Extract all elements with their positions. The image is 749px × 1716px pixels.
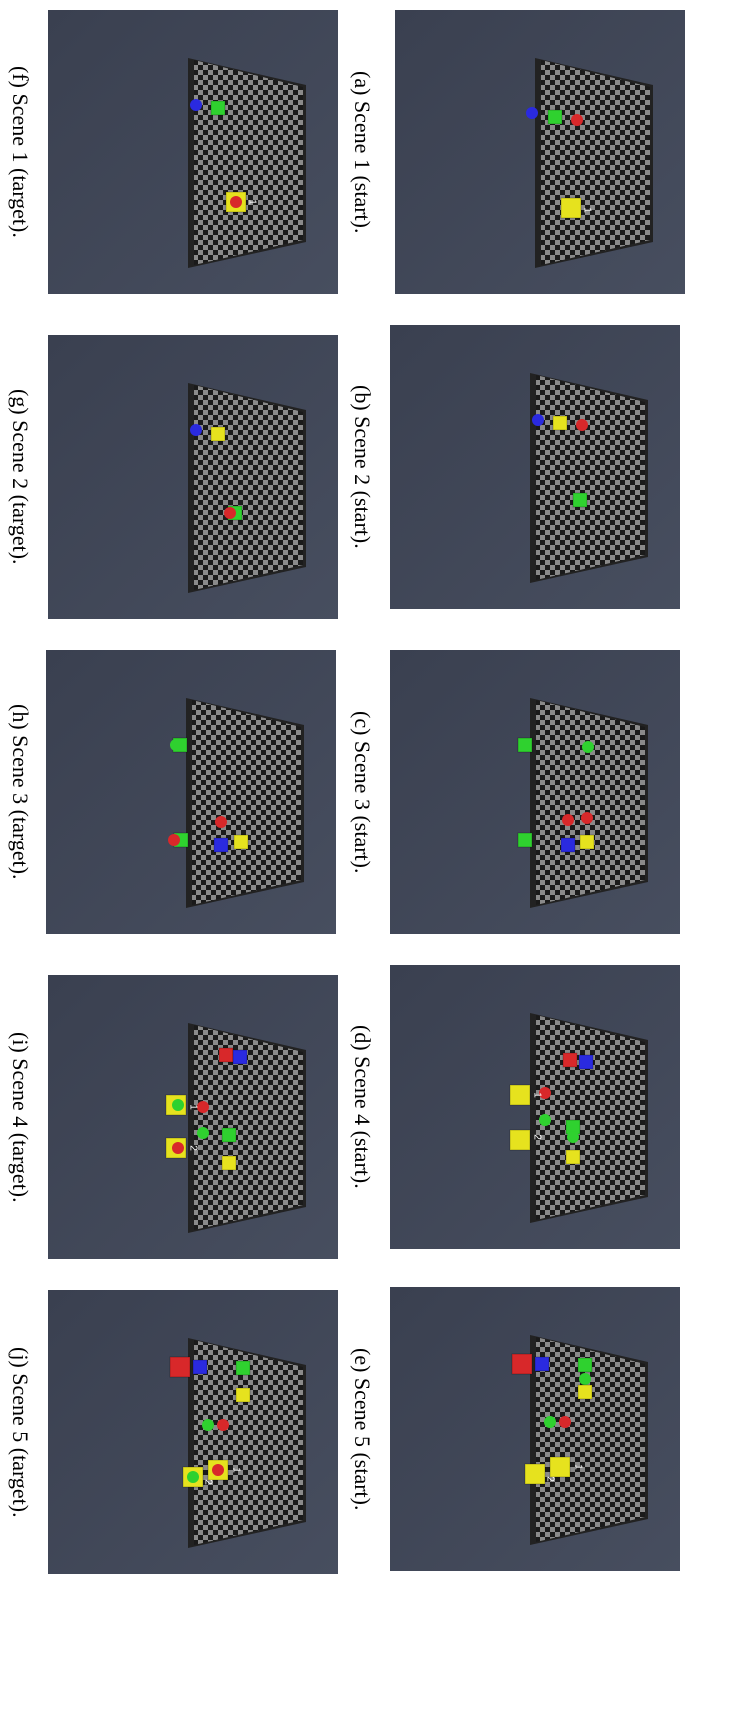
cube xyxy=(548,110,562,124)
cube xyxy=(518,833,532,847)
cube xyxy=(211,101,225,115)
cube xyxy=(170,1357,190,1377)
checkerboard xyxy=(192,700,301,905)
figure-page: 1 (a) Scene 1 (start). (b) Scene 2 (start)… xyxy=(0,0,749,1716)
caption: (g) Scene 2 (target). xyxy=(3,335,37,619)
scene-image: 12 xyxy=(390,1287,680,1571)
cube xyxy=(553,416,567,430)
target-label: 2 xyxy=(187,1145,198,1151)
checkerboard xyxy=(536,700,645,905)
target-label: 1 xyxy=(246,199,257,205)
cube xyxy=(512,1354,532,1374)
checkerboard xyxy=(194,385,303,590)
scene-image xyxy=(390,650,680,934)
scene-image: 1 xyxy=(395,10,685,294)
sphere xyxy=(579,1373,591,1385)
cube xyxy=(525,1464,545,1484)
cube xyxy=(219,1048,233,1062)
sphere xyxy=(217,1419,229,1431)
cube xyxy=(579,1055,593,1069)
cube xyxy=(561,198,581,218)
caption: (a) Scene 1 (start). xyxy=(345,10,379,294)
sphere xyxy=(202,1419,214,1431)
target-label: 1 xyxy=(572,1464,583,1470)
sphere xyxy=(581,812,593,824)
sphere xyxy=(230,196,242,208)
cube xyxy=(578,1358,592,1372)
scene-image xyxy=(390,325,680,609)
cube xyxy=(573,493,587,507)
caption: (h) Scene 3 (target). xyxy=(3,650,37,934)
caption: (c) Scene 3 (start). xyxy=(345,650,379,934)
checkerboard xyxy=(536,1015,645,1220)
sphere xyxy=(197,1127,209,1139)
sphere xyxy=(190,99,202,111)
caption: (f) Scene 1 (target). xyxy=(3,10,37,294)
cube xyxy=(236,1388,250,1402)
cube xyxy=(236,1361,250,1375)
sphere xyxy=(172,1099,184,1111)
cube xyxy=(535,1357,549,1371)
checkerboard xyxy=(541,60,650,265)
cube xyxy=(222,1128,236,1142)
sphere xyxy=(526,107,538,119)
sphere xyxy=(576,419,588,431)
sphere xyxy=(582,741,594,753)
sphere xyxy=(567,1131,579,1143)
caption: (b) Scene 2 (start). xyxy=(345,325,379,609)
scene-image: 12 xyxy=(48,1290,338,1574)
sphere xyxy=(562,814,574,826)
cube xyxy=(566,1150,580,1164)
sphere xyxy=(532,414,544,426)
checkerboard xyxy=(536,375,645,580)
sphere xyxy=(170,739,182,751)
target-label: 2 xyxy=(202,1479,213,1485)
sphere xyxy=(215,816,227,828)
checkerboard xyxy=(194,60,303,265)
cube xyxy=(563,1053,577,1067)
sphere xyxy=(544,1416,556,1428)
checkerboard xyxy=(194,1025,303,1230)
sphere xyxy=(172,1142,184,1154)
sphere xyxy=(187,1471,199,1483)
cube xyxy=(510,1130,530,1150)
cube xyxy=(518,738,532,752)
cube xyxy=(561,838,575,852)
target-label: 1 xyxy=(187,1104,198,1110)
scene-image: 12 xyxy=(390,965,680,1249)
caption: (d) Scene 4 (start). xyxy=(345,965,379,1249)
sphere xyxy=(190,424,202,436)
caption: (e) Scene 5 (start). xyxy=(345,1287,379,1571)
sphere xyxy=(168,834,180,846)
scene-image: 1 xyxy=(48,10,338,294)
sphere xyxy=(212,1464,224,1476)
target-label: 1 xyxy=(581,207,592,213)
caption: (j) Scene 5 (target). xyxy=(3,1290,37,1574)
scene-image xyxy=(46,650,336,934)
cube xyxy=(234,835,248,849)
target-label: 2 xyxy=(531,1134,542,1140)
sphere xyxy=(539,1114,551,1126)
cube xyxy=(211,427,225,441)
sphere xyxy=(559,1416,571,1428)
cube xyxy=(550,1457,570,1477)
sphere xyxy=(224,507,236,519)
target-label: 1 xyxy=(531,1092,542,1098)
cube xyxy=(214,838,228,852)
cube xyxy=(578,1385,592,1399)
sphere xyxy=(571,114,583,126)
target-label: 2 xyxy=(544,1476,555,1482)
cube xyxy=(580,835,594,849)
target-label: 1 xyxy=(230,1467,241,1473)
caption: (i) Scene 4 (target). xyxy=(3,975,37,1259)
scene-image: 12 xyxy=(48,975,338,1259)
cube xyxy=(233,1050,247,1064)
cube xyxy=(222,1156,236,1170)
cube xyxy=(510,1085,530,1105)
scene-image xyxy=(48,335,338,619)
cube xyxy=(193,1360,207,1374)
